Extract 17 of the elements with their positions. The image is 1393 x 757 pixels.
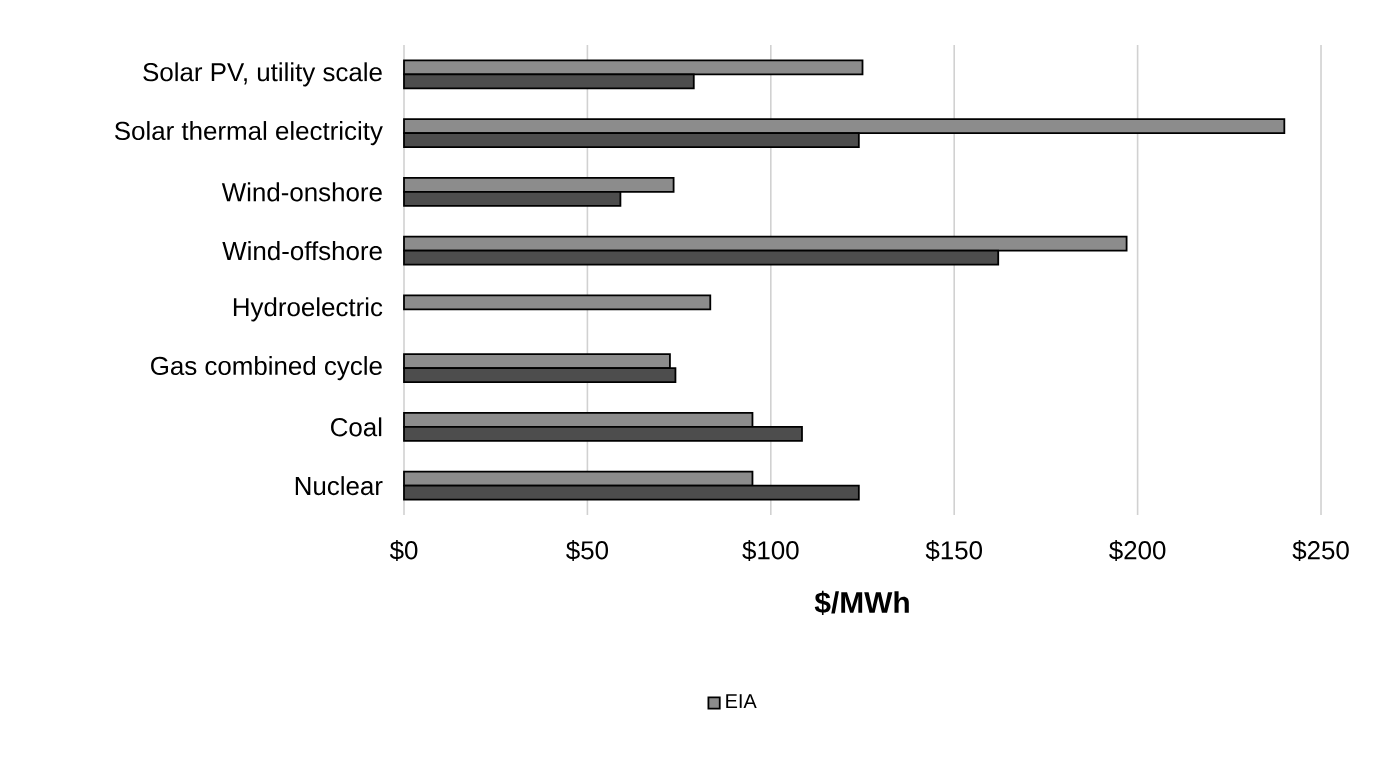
y-tick-label: Gas combined cycle [151,356,382,381]
y-tick-label: Wind-offshore [222,241,382,261]
x-axis-title: $/MWh [814,590,909,616]
y-tick-label: Nuclear [295,476,383,496]
x-tick-label: $150 [925,540,983,561]
bar [403,294,712,311]
x-tick-label: $50 [566,540,608,561]
y-tick-label: Wind-onshore [221,182,382,202]
y-tick-label: Coal [331,417,382,437]
x-tick-label: $250 [1292,540,1349,561]
y-tick-label: Hydroelectric [233,297,383,322]
x-tick-label: $200 [1109,540,1166,561]
x-tick-label: $0 [389,540,418,561]
y-tick-label: Solar thermal electricity [114,121,383,146]
legend-label: EIA [726,694,757,708]
y-tick-label: Solar PV, utility scale [143,62,382,87]
x-tick-label: $100 [742,540,799,561]
